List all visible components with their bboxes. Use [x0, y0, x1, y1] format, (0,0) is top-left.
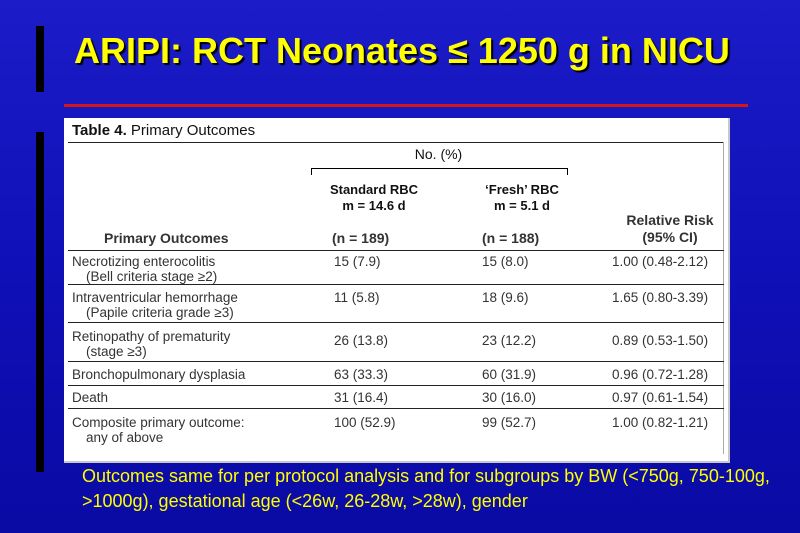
rr-ci-label: (95% CI): [642, 229, 698, 245]
standard-value: 26 (13.8): [334, 333, 389, 348]
table-row: Retinopathy of prematurity (stage ≥3) 26…: [64, 324, 724, 362]
title-underline: [64, 104, 748, 107]
fresh-median: m = 5.1 d: [494, 198, 550, 213]
col-relative-risk: Relative Risk (95% CI): [620, 212, 720, 246]
outcome-criteria: (stage ≥3): [86, 344, 147, 359]
outcome-name: Composite primary outcome:: [72, 415, 245, 430]
col-primary-outcomes: Primary Outcomes: [104, 230, 229, 246]
standard-value: 15 (7.9): [334, 254, 381, 269]
relative-risk-value: 1.65 (0.80-3.39): [612, 290, 709, 305]
std-label: Standard RBC: [329, 182, 419, 197]
slide-title: ARIPI: RCT Neonates ≤ 1250 g in NICU: [74, 30, 730, 71]
row-divider: [68, 322, 724, 323]
fresh-value: 30 (16.0): [482, 390, 537, 405]
rr-label: Relative Risk: [626, 212, 714, 228]
outcomes-table: Table 4. Primary Outcomes No. (%) Standa…: [64, 118, 730, 463]
table-title-label: Table 4.: [72, 122, 127, 139]
fresh-value: 99 (52.7): [482, 415, 537, 430]
fresh-value: 60 (31.9): [482, 367, 537, 382]
header-rule-top: [68, 142, 724, 143]
table-right-border: [723, 142, 724, 454]
standard-value: 11 (5.8): [334, 290, 380, 305]
row-divider: [68, 408, 724, 409]
header-rule-bottom: [68, 250, 724, 251]
slide-footer-note: Outcomes same for per protocol analysis …: [82, 466, 770, 511]
table-title: Table 4. Primary Outcomes: [72, 122, 255, 139]
row-divider: [68, 361, 724, 362]
col-standard-rbc-header: Standard RBC m = 14.6 d: [314, 182, 434, 214]
fresh-label: ‘Fresh’ RBC: [485, 182, 559, 197]
fresh-value: 15 (8.0): [482, 254, 529, 269]
col-standard-n: (n = 189): [332, 230, 390, 246]
table-row: Bronchopulmonary dysplasia 63 (33.3) 60 …: [64, 363, 724, 386]
group-bracket: [311, 168, 568, 175]
col-fresh-rbc-header: ‘Fresh’ RBC m = 5.1 d: [462, 182, 582, 214]
relative-risk-value: 0.96 (0.72-1.28): [612, 367, 709, 382]
table-row: Necrotizing enterocolitis (Bell criteria…: [64, 251, 724, 285]
outcome-name: Retinopathy of prematurity: [72, 329, 231, 344]
outcome-name: Bronchopulmonary dysplasia: [72, 367, 246, 382]
relative-risk-value: 0.89 (0.53-1.50): [612, 333, 709, 348]
table-row: Death 31 (16.4) 30 (16.0) 0.97 (0.61-1.5…: [64, 387, 724, 409]
decorative-bar-body: [36, 132, 44, 472]
std-median: m = 14.6 d: [342, 198, 406, 213]
standard-value: 63 (33.3): [334, 367, 389, 382]
fresh-value: 23 (12.2): [482, 333, 537, 348]
table-title-text: Primary Outcomes: [126, 122, 256, 139]
outcome-criteria: (Papile criteria grade ≥3): [86, 305, 234, 320]
outcome-name: Intraventricular hemorrhage: [72, 290, 238, 305]
row-divider: [68, 284, 724, 285]
table-row: Composite primary outcome: any of above …: [64, 410, 724, 450]
standard-value: 100 (52.9): [334, 415, 396, 430]
row-divider: [68, 385, 724, 386]
fresh-value: 18 (9.6): [482, 290, 529, 305]
standard-value: 31 (16.4): [334, 390, 389, 405]
outcome-name: Necrotizing enterocolitis: [72, 254, 216, 269]
outcome-criteria: any of above: [86, 430, 164, 445]
group-header: No. (%): [414, 146, 463, 162]
table-row: Intraventricular hemorrhage (Papile crit…: [64, 286, 724, 323]
outcome-name: Death: [72, 390, 109, 405]
col-fresh-n: (n = 188): [482, 230, 540, 246]
relative-risk-value: 1.00 (0.82-1.21): [612, 415, 709, 430]
decorative-bar-top: [36, 26, 44, 92]
relative-risk-value: 0.97 (0.61-1.54): [612, 390, 709, 405]
relative-risk-value: 1.00 (0.48-2.12): [612, 254, 709, 269]
outcome-criteria: (Bell criteria stage ≥2): [86, 269, 218, 284]
